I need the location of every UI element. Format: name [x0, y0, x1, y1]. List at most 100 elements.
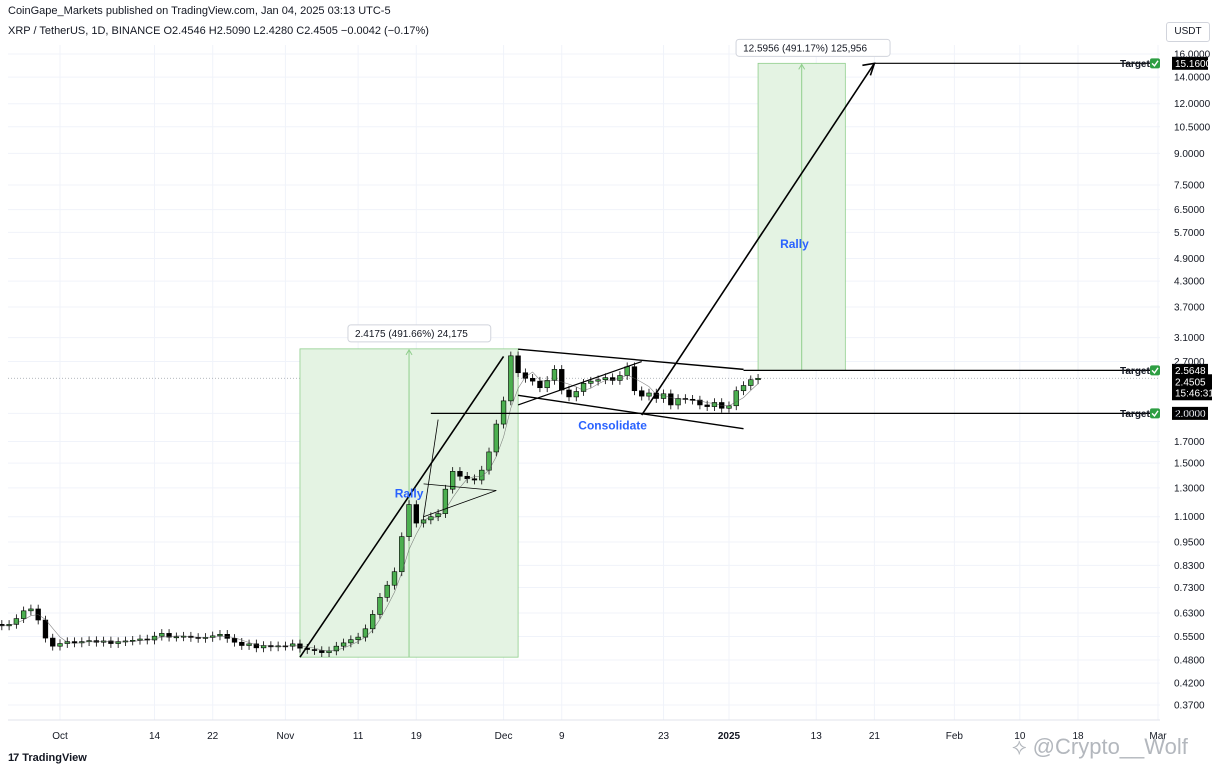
candle: [377, 593, 383, 619]
candle: [159, 629, 165, 641]
candle-body: [595, 379, 601, 382]
candle: [406, 500, 412, 542]
candle-body: [406, 504, 412, 537]
candle-body: [740, 385, 747, 392]
candle: [202, 633, 209, 643]
trend-drawings: [0, 62, 1158, 658]
candle: [57, 639, 63, 651]
tradingview-logo[interactable]: 17 TradingView: [8, 752, 87, 764]
chart-labels: Rally Consolidate Rally Target 15.1600 Target…: [395, 56, 1214, 500]
x-tick-label: 19: [411, 731, 423, 742]
x-tick-label: Oct: [52, 731, 68, 742]
y-tick-label: 3.7000: [1174, 303, 1205, 314]
currency-selector[interactable]: USDT: [1166, 22, 1210, 42]
candle-body: [580, 383, 587, 392]
candle: [151, 631, 158, 645]
measure-zones: 2.4175 (491.66%) 24,175 12.5956 (491.17%)…: [299, 38, 891, 658]
checkmark-stroke: [1151, 367, 1159, 374]
channel-upper-line: [518, 348, 744, 371]
candle-body: [246, 643, 252, 646]
candle-body: [551, 369, 558, 381]
measure-label-box: [735, 38, 891, 57]
candle-body: [231, 638, 238, 643]
candle-body: [479, 469, 485, 481]
candle: [479, 465, 485, 485]
candle-body: [697, 399, 703, 406]
candle: [210, 631, 216, 642]
annotation-label: Rally: [780, 237, 809, 251]
checkmark-icon: [1150, 365, 1160, 376]
x-tick-label: Nov: [277, 731, 295, 742]
x-tick-label: 10: [1014, 731, 1026, 742]
checkmark-icon: [1150, 58, 1160, 69]
candle: [675, 394, 681, 410]
candle: [551, 365, 558, 385]
candle-body: [173, 636, 180, 639]
candle: [0, 620, 5, 631]
candle-body: [689, 398, 696, 401]
candle-body: [529, 378, 536, 382]
ohlc-high: H2.5090: [208, 25, 251, 37]
y-tick-label: 0.3700: [1174, 701, 1205, 712]
y-tick-label: 2.0000: [1174, 409, 1205, 420]
candle-body: [668, 393, 674, 406]
candle: [391, 567, 398, 590]
candle: [602, 373, 609, 385]
candle-body: [588, 380, 594, 384]
candle: [42, 615, 49, 643]
target-price-tag: [1172, 406, 1208, 420]
candle-body: [311, 649, 318, 651]
candle-body: [471, 478, 478, 481]
target-price-tag: [1172, 363, 1208, 377]
triangle-upper: [423, 483, 497, 491]
candle-body: [28, 608, 34, 612]
x-tick-label: 9: [559, 731, 565, 742]
target-label: Target: [1120, 366, 1150, 377]
candle: [260, 641, 267, 653]
target-price-value: 15.1600: [1175, 59, 1212, 70]
wolf-logo-icon: ⟡: [1012, 734, 1027, 759]
price-axis: 16.0000 14.0000 12.0000 10.5000 9.0000 7.5000…: [1174, 50, 1211, 712]
measure-arrow-head: [405, 348, 413, 356]
candle: [340, 638, 347, 651]
y-tick-label: 2.7000: [1174, 357, 1205, 368]
candle: [348, 635, 354, 648]
y-tick-label: 14.0000: [1174, 73, 1211, 84]
symbol-name: XRP / TetherUS, 1D, BINANCE: [8, 25, 161, 37]
candle-body: [340, 642, 347, 647]
measure-arrow-head: [798, 63, 806, 70]
target-price-tag: [1172, 56, 1208, 70]
candle: [130, 636, 136, 646]
candle-body: [544, 380, 550, 389]
candle-body: [624, 366, 630, 376]
candle-body: [733, 390, 739, 407]
candle-body: [515, 355, 521, 374]
candle: [500, 396, 507, 429]
candle: [217, 630, 223, 641]
x-tick-label: 22: [207, 731, 219, 742]
candle-body: [639, 390, 645, 397]
y-tick-label: 1.3000: [1174, 483, 1205, 494]
y-tick-label: 0.8300: [1174, 561, 1205, 572]
y-tick-label: 10.5000: [1174, 122, 1211, 133]
candle-body: [457, 471, 463, 477]
candle-body: [449, 471, 456, 490]
candle: [370, 610, 376, 634]
candle-body: [319, 650, 325, 653]
checkmark-icon: [1150, 408, 1160, 419]
candle-body: [573, 391, 579, 398]
candle: [449, 467, 456, 494]
candle: [173, 632, 180, 642]
candle: [108, 636, 114, 648]
candle: [508, 351, 514, 406]
candle: [748, 375, 754, 390]
average-line: [0, 371, 759, 652]
candle-body: [428, 516, 434, 521]
candle: [195, 633, 201, 643]
triangle-lower: [423, 490, 497, 518]
candle: [566, 385, 572, 402]
candle: [86, 636, 92, 646]
candle-body: [399, 536, 405, 573]
candle: [122, 636, 129, 646]
